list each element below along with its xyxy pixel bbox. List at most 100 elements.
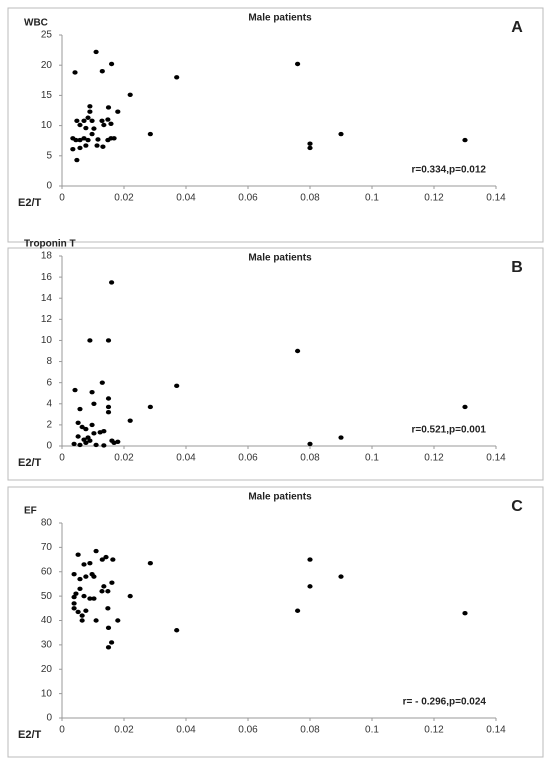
point xyxy=(89,389,95,395)
x-tick-label: 0 xyxy=(59,453,65,464)
point xyxy=(81,593,87,599)
x-tick-label: 0.02 xyxy=(114,193,134,204)
y-axis-label: WBC xyxy=(24,18,48,29)
point xyxy=(108,121,114,126)
point xyxy=(79,613,85,618)
point xyxy=(77,122,83,128)
point xyxy=(74,118,80,123)
point xyxy=(147,131,153,137)
point xyxy=(71,441,77,447)
panel-letter: C xyxy=(511,498,523,515)
point xyxy=(79,424,85,430)
point xyxy=(83,426,89,432)
point xyxy=(174,75,180,80)
point xyxy=(109,280,115,285)
point xyxy=(89,131,95,137)
chart-title: Male patients xyxy=(248,253,312,264)
x-tick-label: 0.08 xyxy=(300,453,320,464)
point xyxy=(127,92,133,97)
point xyxy=(77,576,83,582)
point xyxy=(295,348,301,354)
point xyxy=(87,338,93,343)
x-tick-label: 0.04 xyxy=(176,725,196,736)
point xyxy=(93,548,99,554)
point xyxy=(93,618,99,623)
y-tick-label: 2 xyxy=(46,420,52,431)
point xyxy=(79,618,85,623)
y-tick-label: 20 xyxy=(41,664,53,675)
point xyxy=(307,141,313,146)
point xyxy=(71,571,77,577)
chart-title: Male patients xyxy=(248,492,312,503)
point xyxy=(101,584,107,589)
point xyxy=(105,117,111,122)
point xyxy=(109,580,115,585)
x-tick-label: 0.04 xyxy=(176,453,196,464)
x-tick-label: 0 xyxy=(59,725,65,736)
panel-frame xyxy=(7,486,544,758)
point xyxy=(73,591,79,596)
point xyxy=(91,401,97,406)
point xyxy=(109,640,115,645)
annotation: r=0.521,p=0.001 xyxy=(411,425,486,436)
point xyxy=(93,49,99,55)
y-tick-label: 6 xyxy=(46,377,52,388)
point xyxy=(127,593,133,599)
point xyxy=(100,144,106,149)
y-tick-label: 15 xyxy=(41,90,53,101)
point xyxy=(105,338,112,343)
point xyxy=(147,561,153,566)
point xyxy=(70,146,76,152)
y-tick-label: 70 xyxy=(41,542,53,553)
point xyxy=(94,143,100,148)
panel-letter: A xyxy=(511,19,523,36)
x-tick-label: 0.12 xyxy=(424,453,444,464)
point xyxy=(99,69,105,74)
point xyxy=(91,596,97,601)
x-tick-label: 0.14 xyxy=(486,453,506,464)
point xyxy=(115,109,121,114)
x-tick-label: 0.06 xyxy=(238,453,258,464)
x-axis-label: E2/T xyxy=(18,457,42,469)
x-tick-label: 0.14 xyxy=(486,193,506,204)
point xyxy=(295,61,301,67)
point xyxy=(83,440,89,446)
y-tick-label: 10 xyxy=(41,120,53,131)
point xyxy=(75,609,81,615)
y-axis-label: EF xyxy=(24,506,37,517)
point xyxy=(109,61,115,67)
annotation: r=0.334,p=0.012 xyxy=(411,165,486,176)
point xyxy=(462,404,468,410)
point xyxy=(77,406,83,412)
point xyxy=(105,589,111,594)
point xyxy=(105,645,112,650)
point xyxy=(101,122,107,128)
point xyxy=(174,383,180,389)
y-tick-label: 5 xyxy=(46,150,52,161)
x-tick-label: 0.14 xyxy=(486,725,506,736)
x-tick-label: 0.04 xyxy=(176,193,196,204)
point xyxy=(83,125,89,131)
point xyxy=(105,410,112,415)
x-tick-label: 0 xyxy=(59,193,65,204)
point xyxy=(115,618,121,623)
point xyxy=(91,574,97,579)
point xyxy=(147,404,153,410)
y-tick-label: 8 xyxy=(46,356,52,367)
point xyxy=(110,557,116,562)
x-tick-label: 0.1 xyxy=(365,453,379,464)
y-tick-label: 60 xyxy=(41,566,53,577)
point xyxy=(87,561,93,566)
point xyxy=(71,594,77,600)
point xyxy=(99,589,105,594)
panel-frame xyxy=(7,247,544,481)
point xyxy=(81,136,87,141)
y-tick-label: 10 xyxy=(41,335,53,346)
x-tick-label: 0.02 xyxy=(114,725,134,736)
y-tick-label: 0 xyxy=(46,441,52,452)
point xyxy=(77,586,83,592)
point xyxy=(111,440,117,446)
point xyxy=(105,404,112,410)
point xyxy=(72,70,78,75)
